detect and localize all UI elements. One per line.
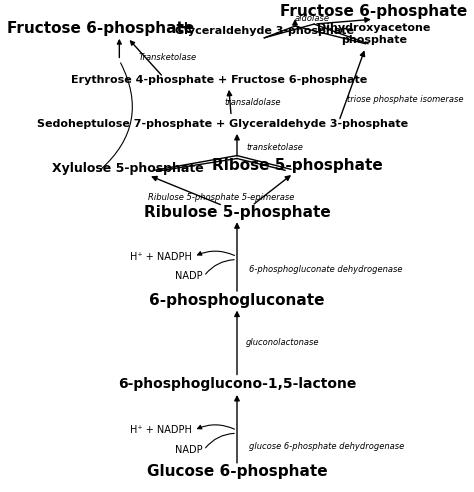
Text: Ribulose 5-phosphate 5-epimerase: Ribulose 5-phosphate 5-epimerase [148, 193, 295, 202]
Text: transaldolase: transaldolase [225, 98, 281, 107]
Text: NADP: NADP [174, 445, 202, 455]
Text: Ribulose 5-phosphate: Ribulose 5-phosphate [144, 205, 330, 220]
Text: Fructose 6-phosphate: Fructose 6-phosphate [7, 21, 194, 35]
Text: Glyceraldehyde 3-phosphate: Glyceraldehyde 3-phosphate [175, 26, 354, 36]
Text: 6-phosphoglucono-1,5-lactone: 6-phosphoglucono-1,5-lactone [118, 377, 356, 391]
Text: Dihydroxyacetone
phosphate: Dihydroxyacetone phosphate [317, 23, 430, 45]
Text: H⁺ + NADPH: H⁺ + NADPH [130, 251, 192, 262]
Text: triose phosphate isomerase: triose phosphate isomerase [347, 95, 464, 104]
Text: +: + [179, 19, 192, 37]
Text: 6-phosphogluconate dehydrogenase: 6-phosphogluconate dehydrogenase [249, 265, 403, 274]
Text: transketolase: transketolase [246, 143, 303, 152]
Text: aldolase: aldolase [295, 14, 330, 23]
Text: NADP: NADP [174, 271, 202, 281]
Text: Ribose 5-phosphate: Ribose 5-phosphate [212, 158, 383, 173]
Text: Glucose 6-phosphate: Glucose 6-phosphate [146, 464, 328, 479]
Text: Erythrose 4-phosphate + Fructose 6-phosphate: Erythrose 4-phosphate + Fructose 6-phosp… [71, 75, 367, 85]
Text: Fructose 6-phosphate: Fructose 6-phosphate [280, 4, 467, 19]
Text: glucose 6-phosphate dehydrogenase: glucose 6-phosphate dehydrogenase [249, 441, 405, 451]
Text: 6-phosphogluconate: 6-phosphogluconate [149, 293, 325, 308]
Text: Xylulose 5-phosphate: Xylulose 5-phosphate [52, 162, 203, 175]
Text: Transketolase: Transketolase [138, 53, 197, 62]
Text: H⁺ + NADPH: H⁺ + NADPH [130, 426, 192, 435]
Text: gluconolactonase: gluconolactonase [246, 338, 319, 346]
Text: Sedoheptulose 7-phosphate + Glyceraldehyde 3-phosphate: Sedoheptulose 7-phosphate + Glyceraldehy… [37, 119, 409, 129]
